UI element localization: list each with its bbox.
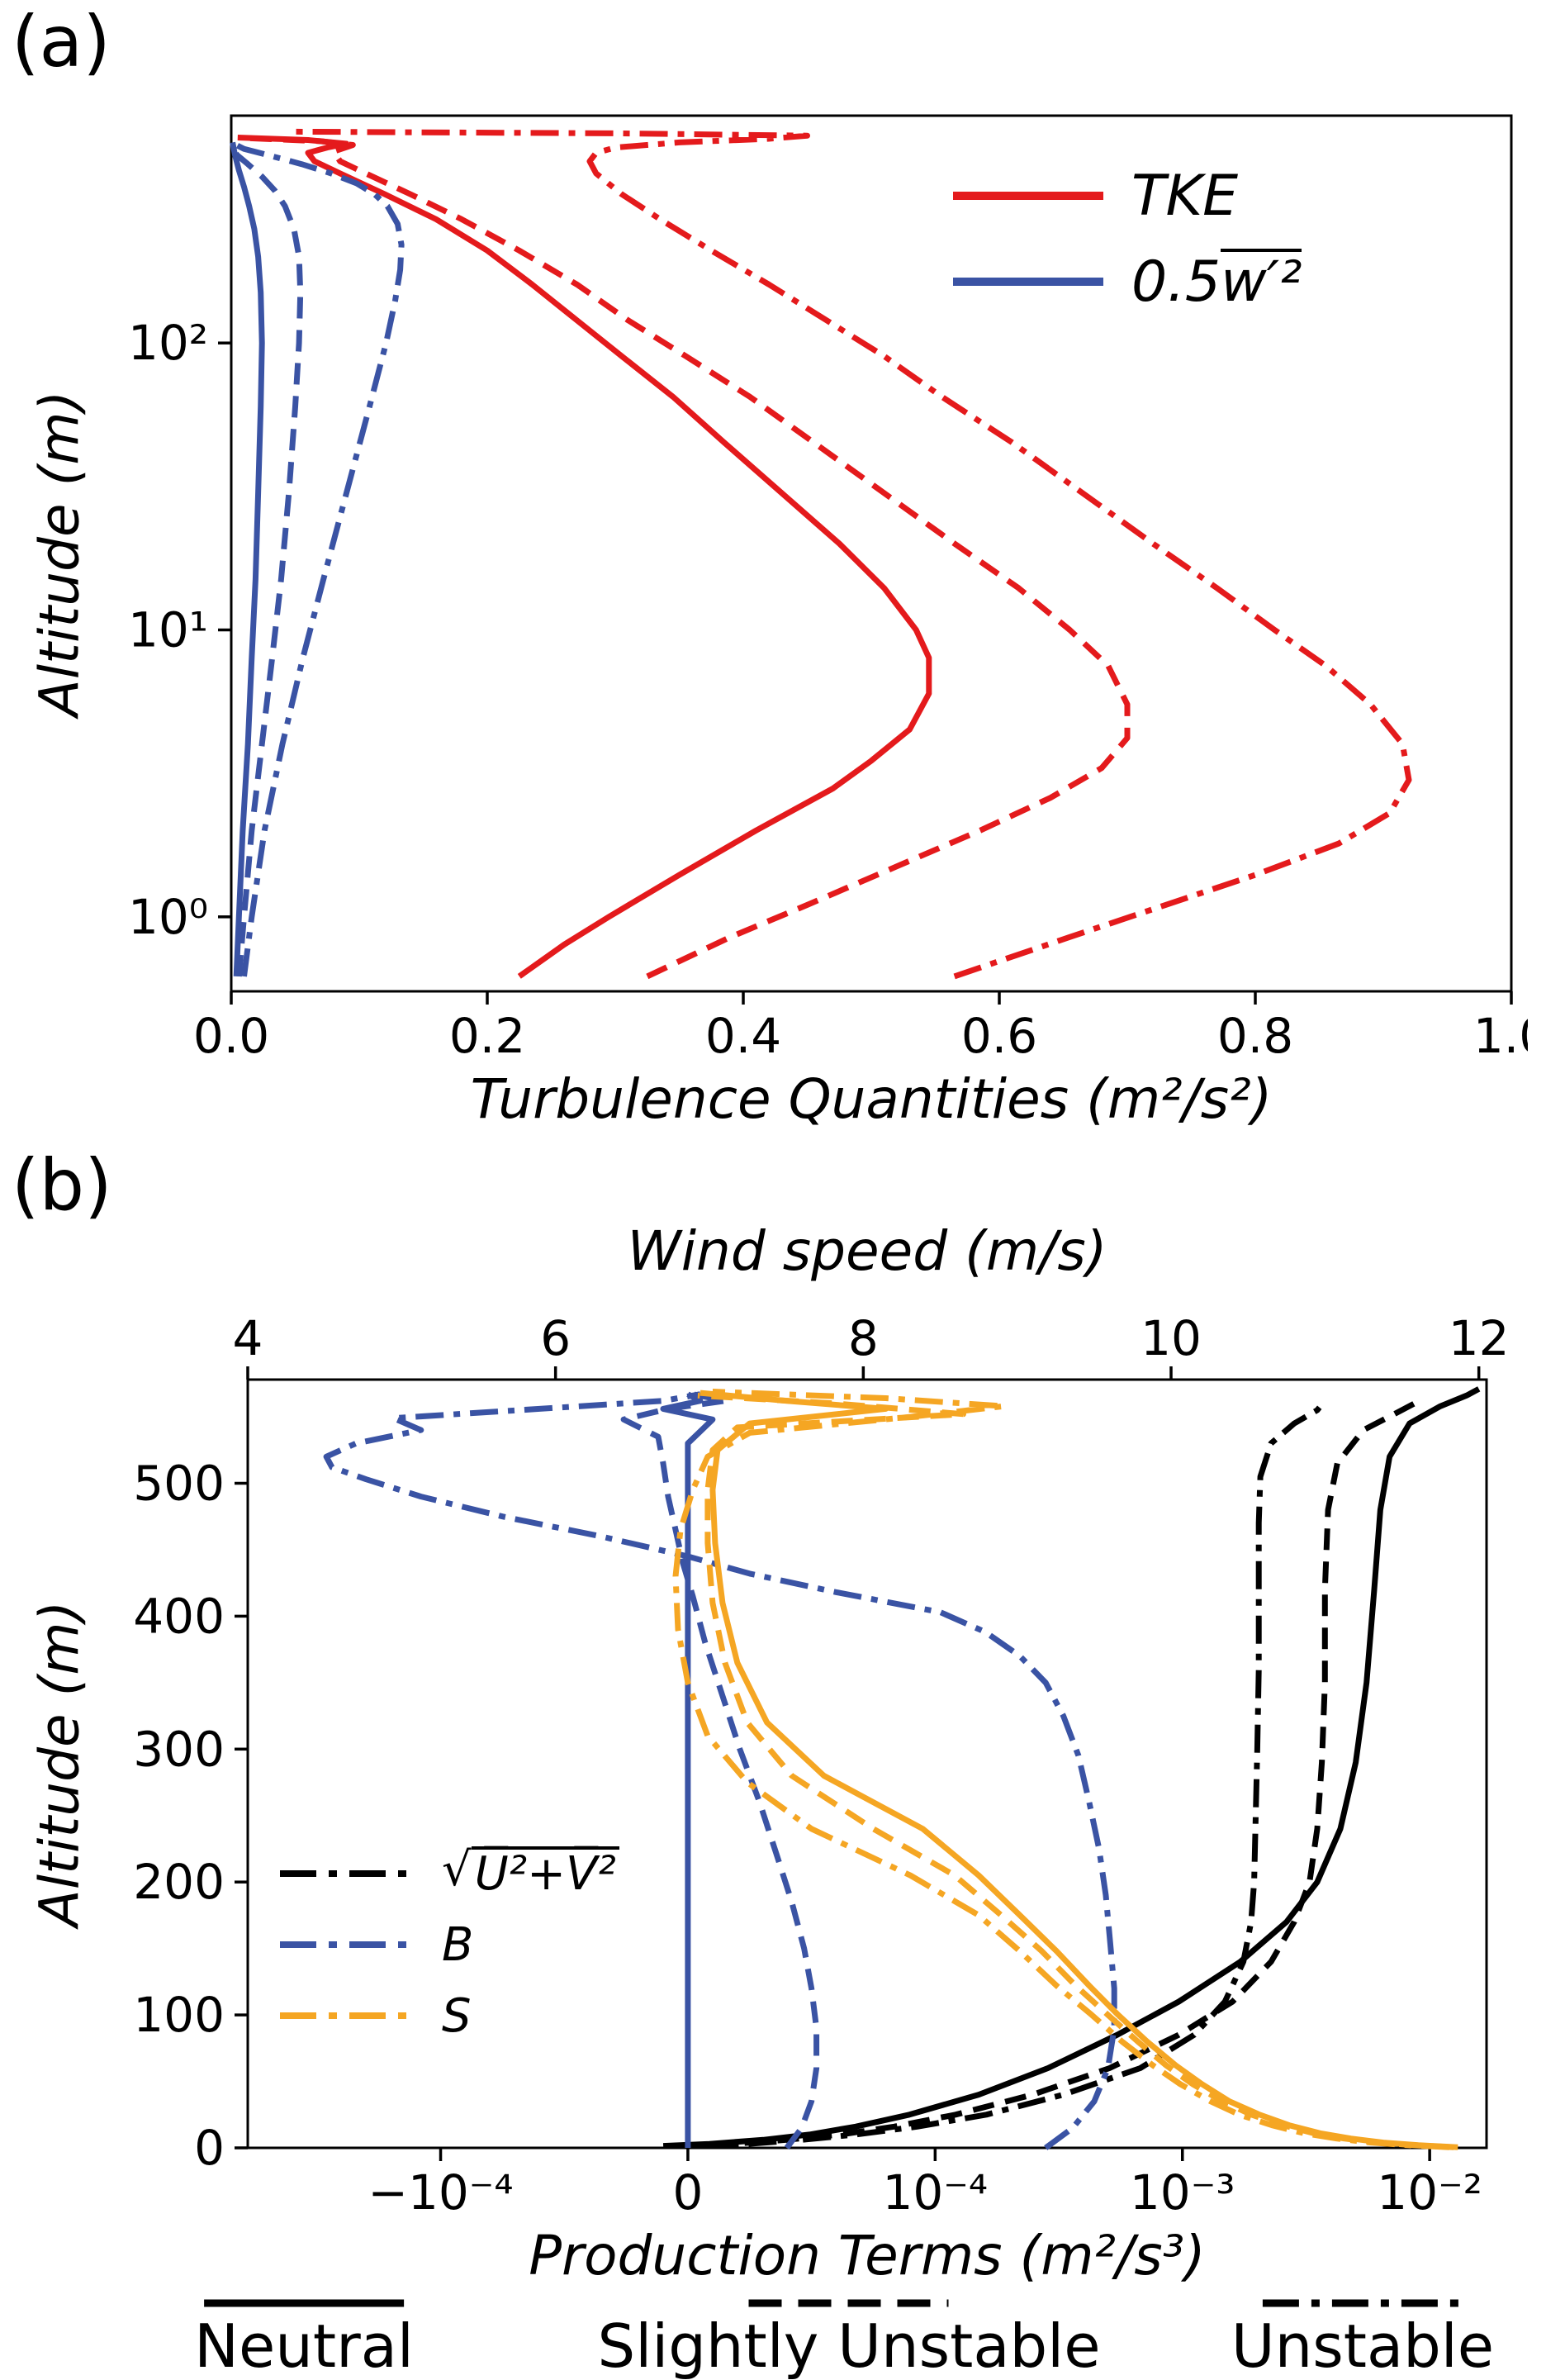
panel-b-ylabel: Altitude (m) — [27, 1600, 92, 1927]
svg-text:10¹: 10¹ — [128, 602, 208, 658]
svg-text:0.4: 0.4 — [705, 1008, 781, 1064]
svg-text:200: 200 — [133, 1854, 225, 1910]
svg-text:−10⁻⁴: −10⁻⁴ — [368, 2164, 513, 2221]
slightly-unstable-label: Slightly Unstable — [597, 2311, 1101, 2380]
buoyancy-legend-line — [280, 1941, 414, 1948]
panel-a-ylabel: Altitude (m) — [27, 390, 92, 717]
unstable-label: Unstable — [1231, 2311, 1495, 2380]
panel-a-legend: TKE 0.5w′² — [950, 153, 1302, 325]
panel-a-plot: 0.0 0.2 0.4 0.6 0.8 1.0 10⁰ 10¹ 10² — [128, 114, 1528, 1064]
series-S-slightly-unstable — [697, 1392, 1454, 2150]
w2-legend-line — [953, 278, 1103, 286]
svg-text:0.0: 0.0 — [193, 1008, 269, 1064]
legend-item-windspeed: √U̅²+V̅² — [277, 1838, 619, 1909]
series-wind-slightly-unstable — [678, 1394, 1423, 2150]
series-B-slightly-unstable — [620, 1391, 820, 2150]
plot-frame — [246, 1378, 1488, 2150]
svg-text:6: 6 — [540, 1314, 571, 1366]
svg-text:0.2: 0.2 — [449, 1008, 525, 1064]
shear-legend-label: S — [442, 1988, 472, 2043]
neutral-label: Neutral — [194, 2311, 414, 2380]
tke-legend-label: TKE — [1131, 163, 1239, 229]
svg-text:4: 4 — [233, 1314, 263, 1366]
series-TKE-slightly-unstable — [244, 135, 1131, 980]
windspeed-legend-label: √U̅²+V̅² — [442, 1843, 619, 1901]
stability-item-neutral: Neutral — [194, 2297, 414, 2376]
series-wind-unstable — [694, 1399, 1328, 2150]
w2-legend-label: 0.5w′² — [1131, 249, 1302, 315]
svg-text:10⁻²: 10⁻² — [1377, 2164, 1482, 2221]
panel-a-tag: (a) — [12, 1, 111, 83]
svg-text:10: 10 — [1141, 1314, 1202, 1366]
svg-text:300: 300 — [133, 1721, 225, 1777]
svg-text:10⁰: 10⁰ — [128, 889, 208, 945]
legend-item-w2: 0.5w′² — [950, 239, 1302, 325]
tke-legend-line — [953, 192, 1103, 200]
svg-text:10⁻³: 10⁻³ — [1130, 2164, 1235, 2221]
unstable-line-sample — [1262, 2299, 1463, 2307]
panel-b-legend: √U̅²+V̅² B S — [277, 1838, 619, 2051]
series-B-unstable — [323, 1391, 1117, 2150]
svg-text:400: 400 — [133, 1588, 225, 1644]
panel-b-top-xlabel: Wind speed (m/s) — [627, 1219, 1107, 1283]
legend-item-buoyancy: B — [277, 1909, 619, 1980]
neutral-line-sample — [204, 2299, 404, 2307]
svg-text:10²: 10² — [128, 315, 208, 371]
svg-text:0: 0 — [194, 2120, 225, 2176]
svg-text:1.0: 1.0 — [1473, 1008, 1528, 1064]
svg-text:8: 8 — [848, 1314, 879, 1366]
panel-b-tag: (b) — [12, 1144, 112, 1227]
panel-b-bottom-xlabel: Production Terms (m²/s³) — [529, 2224, 1206, 2287]
svg-text:0.6: 0.6 — [961, 1008, 1037, 1064]
svg-text:100: 100 — [133, 1987, 225, 2043]
buoyancy-legend-label: B — [442, 1917, 474, 1972]
series-w2-neutral — [230, 141, 265, 977]
svg-text:500: 500 — [133, 1456, 225, 1512]
series-wind-neutral — [662, 1386, 1481, 2150]
series-S-unstable — [672, 1389, 1449, 2150]
series-w2-slightly-unstable — [230, 148, 304, 977]
svg-text:0.8: 0.8 — [1217, 1008, 1293, 1064]
stability-item-slightly-unstable: Slightly Unstable — [597, 2297, 1101, 2380]
legend-item-shear: S — [277, 1980, 619, 2051]
slightly-unstable-line-sample — [748, 2299, 949, 2307]
panel-a-xlabel: Turbulence Quantities (m²/s²) — [470, 1067, 1273, 1131]
series-w2-unstable — [232, 140, 405, 977]
svg-text:0: 0 — [672, 2164, 703, 2221]
series-TKE-neutral — [237, 135, 932, 979]
plot-frame — [230, 114, 1513, 993]
shear-legend-line — [280, 2012, 414, 2019]
panel-b-plot: −10⁻⁴ 0 10⁻⁴ 10⁻³ 10⁻² 4 6 8 10 12 0 100 200 300 400 50… — [133, 1314, 1510, 2221]
windspeed-legend-line — [280, 1870, 414, 1877]
svg-text:12: 12 — [1449, 1314, 1510, 1366]
svg-text:10⁻⁴: 10⁻⁴ — [882, 2164, 988, 2221]
legend-item-tke: TKE — [950, 153, 1302, 239]
stability-item-unstable: Unstable — [1231, 2297, 1494, 2376]
